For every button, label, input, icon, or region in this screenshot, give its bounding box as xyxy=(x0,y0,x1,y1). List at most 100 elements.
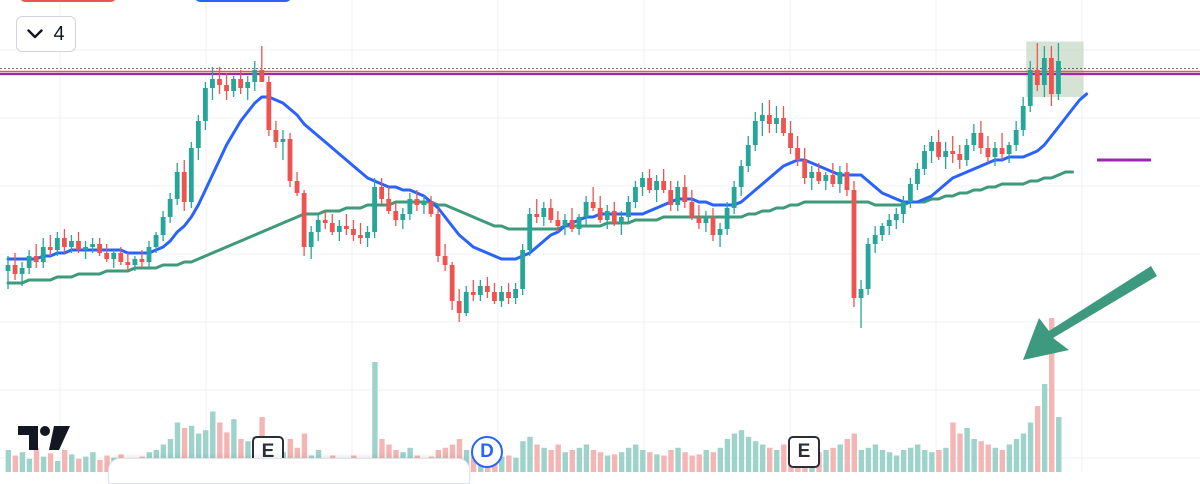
volume-bar xyxy=(167,439,174,472)
candle xyxy=(421,196,427,214)
candle xyxy=(125,253,131,271)
volume-bar xyxy=(83,456,89,472)
volume-bar xyxy=(76,458,82,472)
candle xyxy=(992,142,998,166)
candle xyxy=(393,202,399,226)
candle xyxy=(640,172,645,196)
candle-body xyxy=(203,88,208,121)
candle-body xyxy=(97,244,103,253)
candle-body xyxy=(19,268,25,274)
candle xyxy=(188,142,194,208)
candle-body xyxy=(181,172,187,202)
candle-body xyxy=(851,190,857,298)
candle xyxy=(583,196,589,226)
candle-body xyxy=(781,118,786,133)
candle-body xyxy=(259,70,265,82)
volume-bar xyxy=(731,433,738,472)
dividend-marker[interactable]: D xyxy=(471,436,503,468)
candle-body xyxy=(633,187,638,202)
candle-body xyxy=(992,148,998,157)
candle xyxy=(287,133,293,187)
candle xyxy=(647,169,652,193)
candle xyxy=(534,199,540,223)
candle xyxy=(865,238,871,295)
candle xyxy=(717,223,723,247)
volume-bar xyxy=(26,458,33,472)
candle xyxy=(767,100,772,133)
candlestick-chart[interactable] xyxy=(0,0,1200,472)
volume-bar xyxy=(724,439,731,472)
candle-body xyxy=(858,289,864,298)
candle-body xyxy=(12,265,18,274)
candle-body xyxy=(534,214,540,217)
candle-body xyxy=(287,139,293,181)
candle xyxy=(1049,46,1054,106)
candle xyxy=(597,196,603,223)
volume-bar xyxy=(195,433,202,472)
candle xyxy=(97,238,103,256)
candle-body xyxy=(837,172,843,184)
candle xyxy=(668,181,674,211)
volume-bar xyxy=(181,428,188,472)
earnings-marker-label: E xyxy=(797,441,811,462)
candle xyxy=(682,175,688,208)
volume-bar xyxy=(759,444,766,472)
volume-bar xyxy=(583,444,590,472)
candle-body xyxy=(365,232,370,238)
arrow-annotation xyxy=(1023,266,1157,360)
candle xyxy=(576,214,582,235)
top-tab-blue[interactable] xyxy=(195,0,291,2)
candle xyxy=(1056,43,1061,100)
candle-body xyxy=(344,226,349,229)
candle xyxy=(781,106,786,136)
candle xyxy=(795,136,800,166)
candle-body xyxy=(541,208,547,217)
tradingview-logo-icon[interactable] xyxy=(18,424,70,452)
candle xyxy=(950,136,956,163)
candle-body xyxy=(273,130,279,142)
candle-body xyxy=(569,220,575,229)
earnings-marker[interactable]: E xyxy=(788,436,820,468)
candle-body xyxy=(245,82,251,88)
volume-bar xyxy=(1049,318,1055,472)
candle xyxy=(301,190,307,256)
candle xyxy=(879,223,885,241)
top-tab-red[interactable] xyxy=(20,0,116,2)
candle xyxy=(315,214,321,241)
candle xyxy=(675,181,681,211)
collapse-indicators-button[interactable]: 4 xyxy=(16,16,76,52)
candle-body xyxy=(421,202,427,205)
volume-bar xyxy=(668,450,674,472)
candle xyxy=(499,286,504,307)
candle-body xyxy=(816,172,822,181)
candle xyxy=(738,160,744,196)
candle xyxy=(351,220,356,241)
range-box xyxy=(1026,41,1084,97)
candle-body xyxy=(611,211,617,223)
candle xyxy=(611,202,617,226)
candle-body xyxy=(1006,145,1012,154)
volume-bar xyxy=(844,439,850,472)
candle-body xyxy=(767,115,772,124)
candle xyxy=(386,187,392,214)
volume-bar xyxy=(203,430,209,472)
candle xyxy=(428,196,434,217)
candle xyxy=(5,256,11,289)
candle xyxy=(844,163,850,196)
volume-bar xyxy=(104,455,110,472)
candle-body xyxy=(132,259,138,265)
volume-bar xyxy=(33,447,40,472)
candle-body xyxy=(604,211,610,220)
candle xyxy=(40,238,46,268)
candle-body xyxy=(900,202,906,214)
candle-body xyxy=(153,235,159,247)
candle-body xyxy=(266,82,272,130)
volume-bar xyxy=(830,447,836,472)
bottom-toolbar[interactable] xyxy=(108,458,470,484)
candle xyxy=(492,283,497,304)
volume-bar xyxy=(879,450,886,472)
candle-body xyxy=(597,208,603,220)
volume-bar xyxy=(555,444,561,472)
candle xyxy=(830,163,836,187)
candle xyxy=(76,232,81,253)
